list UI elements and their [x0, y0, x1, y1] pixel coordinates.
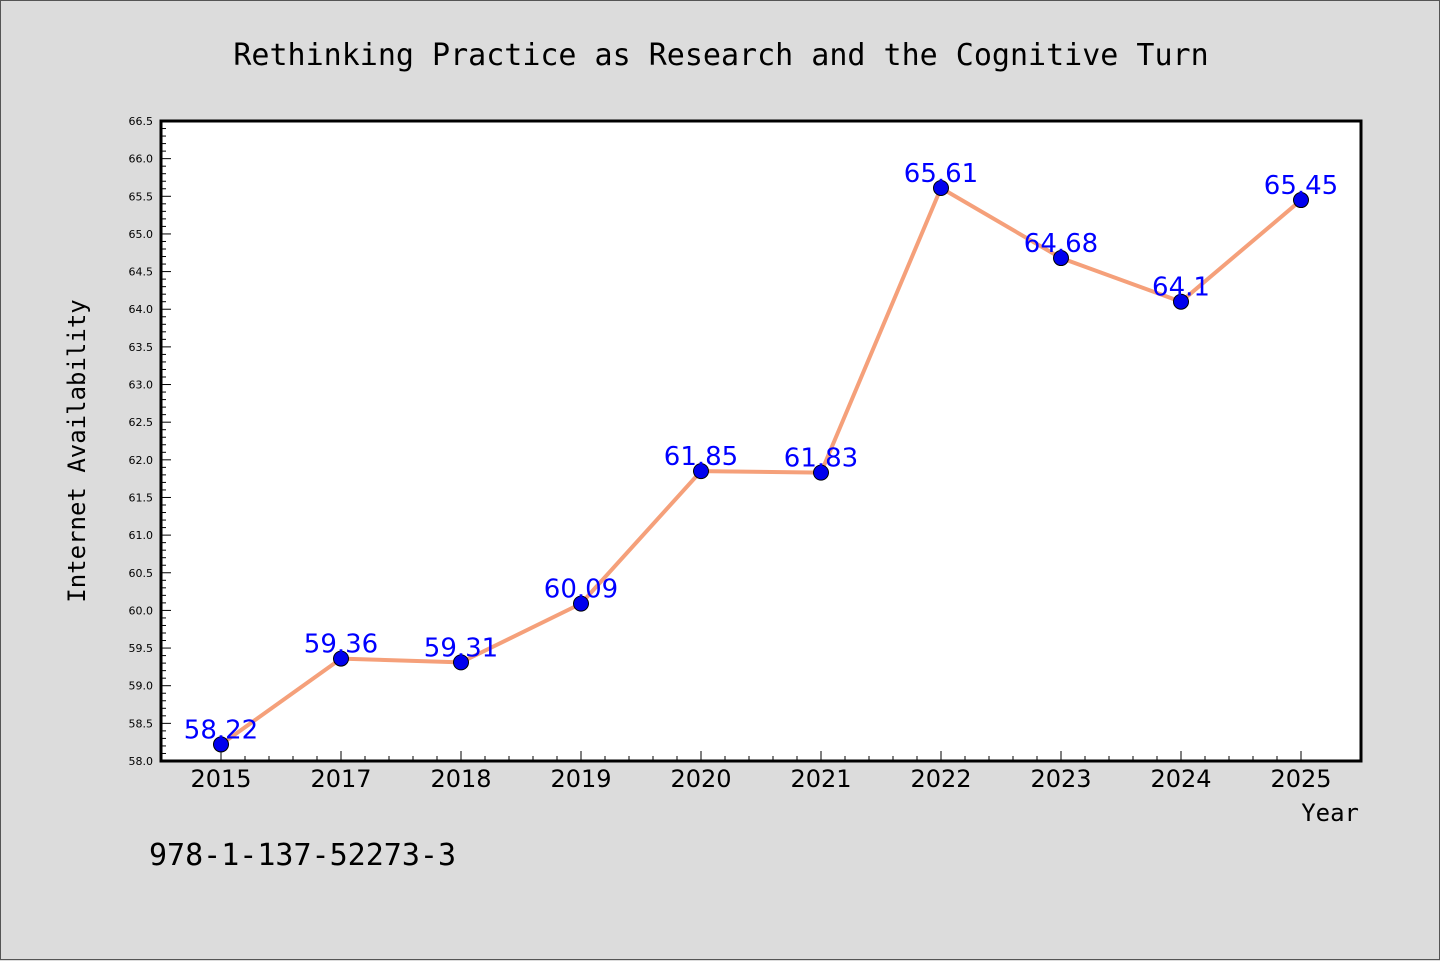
data-label: 64.68 [1024, 229, 1098, 259]
data-label: 64.1 [1152, 273, 1210, 303]
data-point [933, 180, 949, 197]
x-axis: 2015 2017 2018 2019 2020 2021 2022 2023 2024 2025 [190, 751, 1332, 793]
y-tick-label: 65.5 [129, 190, 154, 203]
plot-area [159, 119, 1363, 763]
x-tick-label: 2022 [910, 765, 971, 793]
data-label: 59.36 [304, 630, 378, 660]
y-tick-label: 59.0 [129, 680, 154, 693]
x-tick-label: 2017 [310, 765, 371, 793]
data-point [453, 654, 469, 671]
data-point [1293, 192, 1309, 209]
y-tick-label: 61.0 [129, 529, 154, 542]
x-tick-label: 2015 [190, 765, 251, 793]
y-tick-label: 62.5 [129, 416, 154, 429]
data-label: 61.85 [664, 442, 738, 472]
y-tick-label: 61.5 [129, 491, 154, 504]
x-axis-label: Year [1301, 799, 1359, 827]
data-label: 60.09 [544, 575, 618, 605]
y-tick-label: 66.0 [129, 153, 154, 166]
x-tick-label: 2024 [1150, 765, 1211, 793]
data-label: 58.22 [184, 715, 258, 745]
data-label: 59.31 [424, 633, 498, 663]
data-label: 61.83 [784, 444, 858, 474]
series-line-group [213, 180, 1309, 753]
y-tick-label: 59.5 [129, 642, 154, 655]
chart-title: Rethinking Practice as Research and the … [233, 38, 1208, 73]
y-tick-label: 64.0 [129, 303, 154, 316]
data-point [813, 464, 829, 481]
data-point [213, 736, 229, 753]
y-tick-label: 60.0 [129, 604, 154, 617]
x-tick-label: 2020 [670, 765, 731, 793]
isbn-text: 978-1-137-52273-3 [149, 838, 456, 873]
data-point [1053, 250, 1069, 267]
data-point [1173, 293, 1189, 310]
series-line [219, 186, 1303, 747]
x-tick-label: 2019 [550, 765, 611, 793]
y-tick-label: 64.5 [129, 266, 154, 279]
data-point [693, 463, 709, 480]
x-tick-label: 2025 [1270, 765, 1331, 793]
x-tick-label: 2023 [1030, 765, 1091, 793]
data-point [333, 650, 349, 667]
y-tick-label: 63.0 [129, 379, 154, 392]
data-label: 65.45 [1264, 171, 1338, 201]
data-point [573, 595, 589, 612]
y-tick-label: 63.5 [129, 341, 154, 354]
x-tick-label: 2018 [430, 765, 491, 793]
x-tick-label: 2021 [790, 765, 851, 793]
y-tick-label: 62.0 [129, 454, 154, 467]
data-label: 65.61 [904, 159, 978, 189]
y-axis-label: Internet Availability [63, 299, 91, 602]
y-axis: 58.0 58.5 59.0 59.5 60.0 60.5 61.0 61.5 62.0 62.5… [129, 115, 171, 768]
y-tick-label: 66.5 [129, 115, 154, 128]
y-tick-label: 58.5 [129, 717, 154, 730]
y-tick-label: 65.0 [129, 228, 154, 241]
y-tick-label: 58.0 [129, 755, 154, 768]
y-tick-label: 60.5 [129, 567, 154, 580]
data-label-group: 58.22 59.36 59.31 60.09 61.85 61.83 65.61 64.68… [184, 159, 1338, 745]
